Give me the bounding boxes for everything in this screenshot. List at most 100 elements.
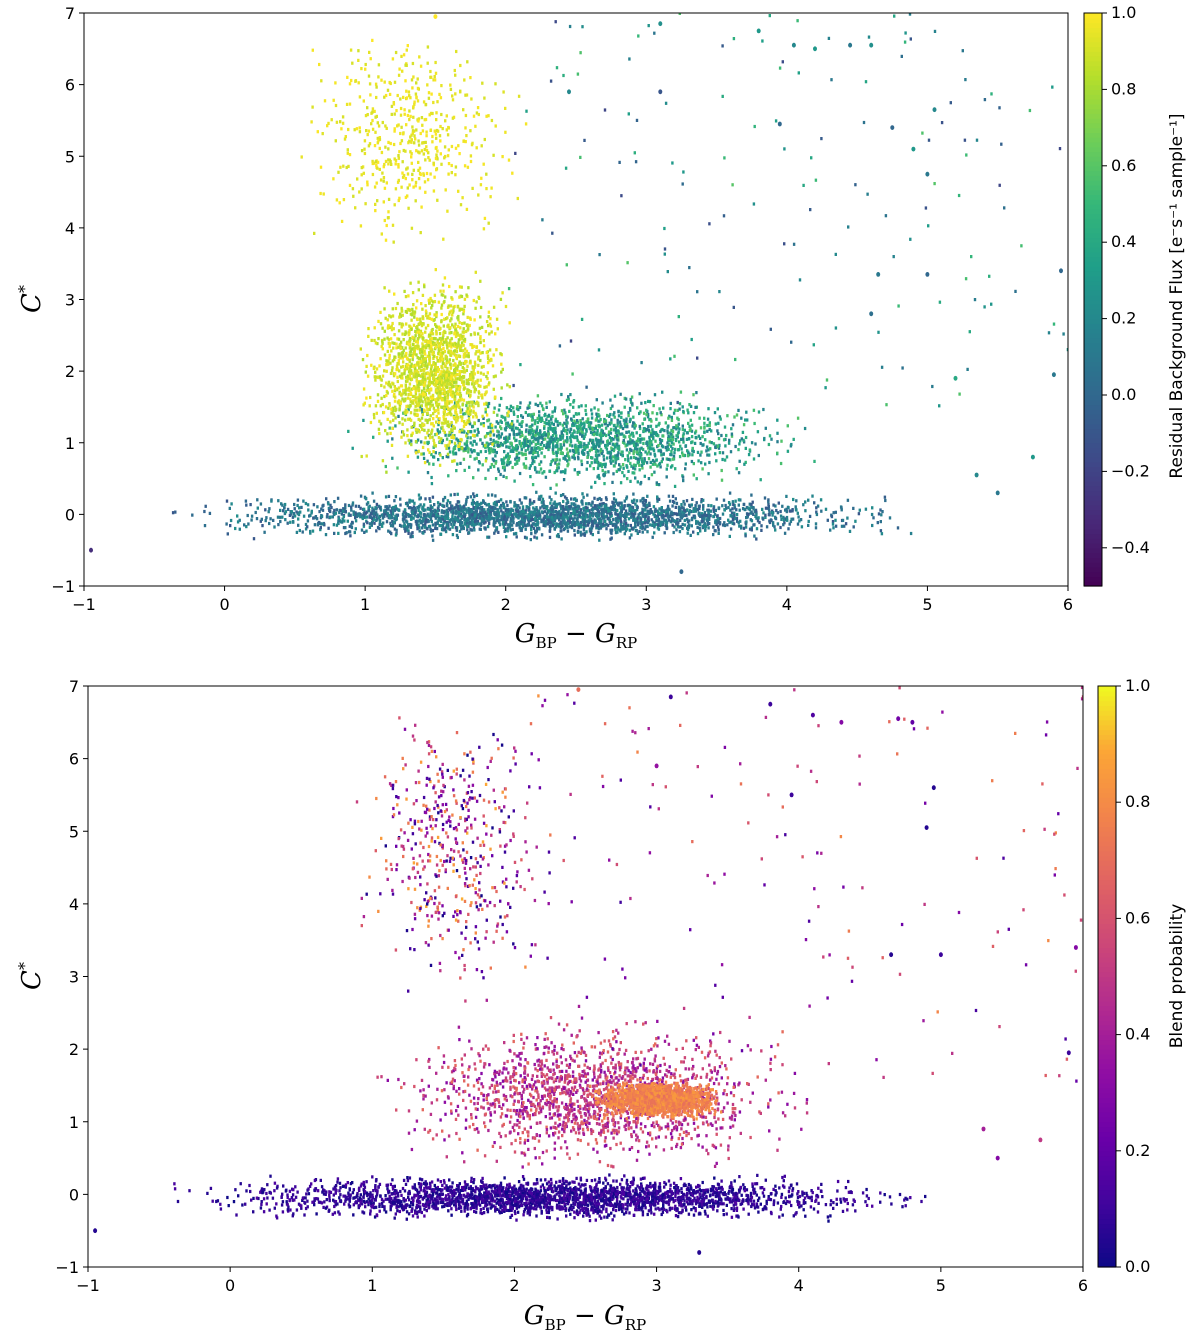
- point: [506, 413, 509, 417]
- point: [569, 505, 573, 509]
- point: [464, 512, 467, 517]
- point: [678, 525, 681, 529]
- point: [579, 427, 582, 431]
- point: [391, 307, 394, 311]
- point: [487, 448, 491, 452]
- point: [608, 519, 611, 524]
- point: [735, 513, 739, 517]
- point: [428, 418, 431, 422]
- point: [514, 426, 518, 430]
- point: [437, 411, 440, 415]
- point: [581, 518, 584, 522]
- point: [631, 509, 635, 513]
- point: [744, 532, 747, 536]
- point: [435, 329, 438, 333]
- point: [391, 341, 394, 345]
- point: [610, 446, 613, 450]
- point: [750, 502, 753, 507]
- point: [571, 435, 575, 439]
- point: [671, 504, 674, 508]
- point: [611, 480, 614, 484]
- point: [543, 510, 547, 514]
- point: [366, 510, 369, 514]
- point: [787, 527, 790, 531]
- point: [444, 514, 447, 518]
- point: [461, 428, 464, 432]
- point: [554, 445, 557, 449]
- point: [466, 519, 469, 523]
- point: [378, 527, 381, 531]
- point: [652, 505, 656, 509]
- point: [526, 439, 530, 443]
- point: [783, 521, 786, 525]
- point: [573, 419, 576, 423]
- point: [834, 524, 838, 528]
- point: [426, 471, 430, 475]
- point: [546, 505, 549, 509]
- point: [614, 426, 617, 430]
- point: [448, 441, 451, 445]
- point: [698, 436, 702, 440]
- point: [420, 408, 424, 412]
- point: [607, 430, 611, 434]
- point: [401, 313, 404, 317]
- point: [454, 444, 457, 448]
- point: [480, 517, 483, 521]
- point: [591, 432, 594, 436]
- point: [647, 399, 650, 403]
- point: [508, 455, 511, 459]
- point: [456, 438, 460, 442]
- point: [520, 517, 524, 521]
- point: [768, 510, 771, 514]
- point: [551, 441, 555, 445]
- point: [509, 499, 512, 504]
- point: [450, 518, 453, 522]
- point: [602, 516, 605, 520]
- point: [802, 503, 805, 507]
- point: [424, 372, 428, 376]
- point: [598, 433, 602, 437]
- point: [644, 450, 647, 454]
- point: [566, 519, 570, 523]
- point: [517, 408, 520, 412]
- point: [596, 516, 599, 520]
- point: [454, 511, 457, 515]
- point: [477, 401, 480, 405]
- point: [381, 459, 385, 463]
- point: [593, 496, 596, 500]
- point: [607, 470, 610, 474]
- point: [716, 429, 719, 433]
- point: [570, 502, 573, 506]
- point: [379, 404, 382, 408]
- point: [488, 431, 491, 435]
- point: [670, 517, 673, 521]
- point: [709, 509, 712, 513]
- point: [362, 418, 365, 422]
- point: [622, 507, 626, 511]
- point: [658, 461, 662, 465]
- point: [774, 504, 777, 508]
- point: [575, 424, 579, 429]
- point: [640, 463, 644, 467]
- point: [403, 510, 407, 514]
- point: [707, 472, 710, 476]
- point: [484, 501, 487, 506]
- point: [588, 516, 592, 520]
- point: [798, 519, 801, 523]
- point: [746, 418, 749, 422]
- point: [533, 508, 536, 512]
- point: [748, 502, 751, 506]
- point: [449, 407, 453, 411]
- point: [451, 510, 454, 514]
- point: [602, 502, 605, 506]
- point: [534, 447, 537, 451]
- point: [560, 445, 563, 450]
- point: [564, 524, 568, 529]
- point: [550, 498, 553, 502]
- point: [592, 467, 595, 471]
- point: [365, 529, 368, 533]
- point: [678, 440, 681, 444]
- point: [596, 441, 599, 446]
- point: [659, 411, 662, 415]
- point: [619, 465, 622, 469]
